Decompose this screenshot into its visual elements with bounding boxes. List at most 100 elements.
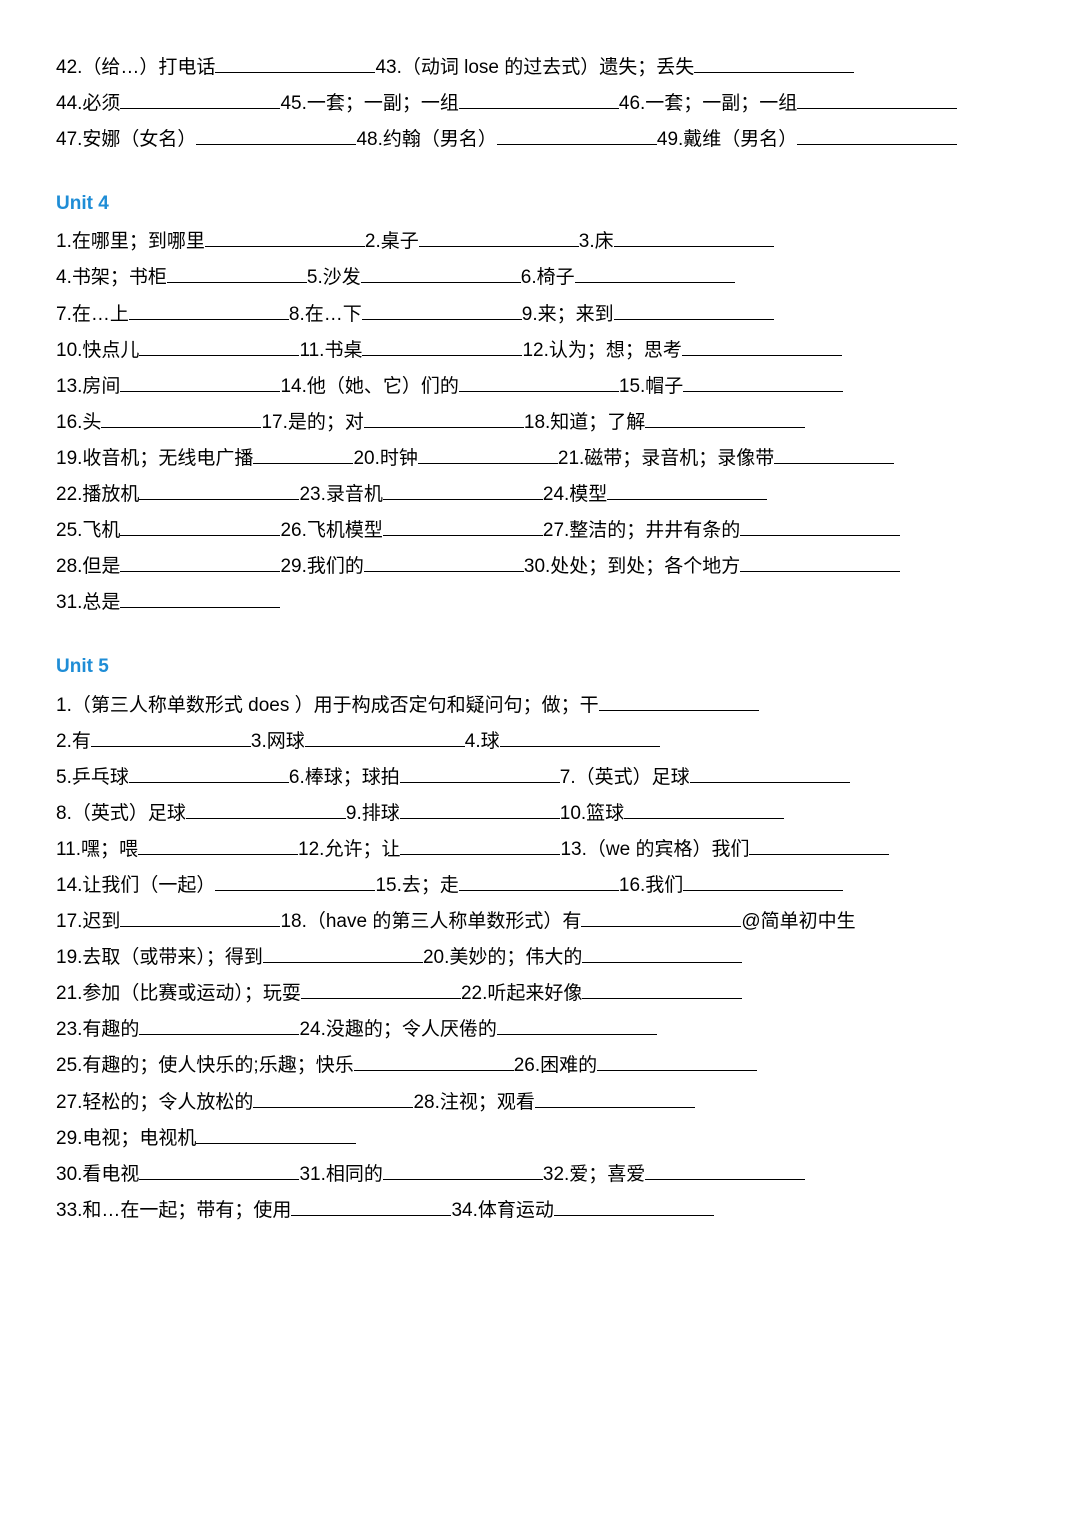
answer-blank[interactable] <box>690 761 850 783</box>
answer-blank[interactable] <box>167 262 307 284</box>
answer-blank[interactable] <box>614 225 774 247</box>
answer-blank[interactable] <box>364 406 524 428</box>
answer-blank[interactable] <box>215 51 375 73</box>
answer-blank[interactable] <box>196 123 356 145</box>
answer-blank[interactable] <box>400 797 560 819</box>
answer-blank[interactable] <box>129 761 289 783</box>
vocab-item: 4.书架；书柜 <box>56 267 307 288</box>
answer-blank[interactable] <box>120 586 280 608</box>
answer-blank[interactable] <box>497 123 657 145</box>
answer-blank[interactable] <box>614 298 774 320</box>
answer-blank[interactable] <box>129 298 289 320</box>
answer-blank[interactable] <box>683 869 843 891</box>
answer-blank[interactable] <box>361 262 521 284</box>
answer-blank[interactable] <box>263 941 423 963</box>
item-number: 48. <box>356 129 382 150</box>
answer-blank[interactable] <box>91 725 251 747</box>
answer-blank[interactable] <box>186 797 346 819</box>
answer-blank[interactable] <box>797 123 957 145</box>
item-text: 模型 <box>569 484 607 505</box>
answer-blank[interactable] <box>459 370 619 392</box>
answer-blank[interactable] <box>291 1194 451 1216</box>
answer-blank[interactable] <box>683 370 843 392</box>
answer-blank[interactable] <box>120 514 280 536</box>
answer-blank[interactable] <box>645 1158 805 1180</box>
answer-blank[interactable] <box>120 370 280 392</box>
answer-blank[interactable] <box>362 334 522 356</box>
answer-blank[interactable] <box>597 1050 757 1072</box>
answer-blank[interactable] <box>354 1050 514 1072</box>
answer-blank[interactable] <box>624 797 784 819</box>
answer-blank[interactable] <box>301 977 461 999</box>
answer-blank[interactable] <box>797 87 957 109</box>
answer-blank[interactable] <box>694 51 854 73</box>
answer-blank[interactable] <box>459 869 619 891</box>
vocab-row: 28.但是29.我们的30.处处；到处；各个地方 <box>56 549 1024 585</box>
item-number: 6. <box>289 767 305 788</box>
item-number: 46. <box>619 93 645 114</box>
vocab-item: 16.头 <box>56 412 261 433</box>
vocab-item: 14.他（她、它）们的 <box>280 376 618 397</box>
vocab-item: 28.注视；观看 <box>413 1092 694 1113</box>
answer-blank[interactable] <box>682 334 842 356</box>
item-number: 27. <box>56 1092 82 1113</box>
answer-blank[interactable] <box>120 905 280 927</box>
answer-blank[interactable] <box>196 1122 356 1144</box>
answer-blank[interactable] <box>139 1158 299 1180</box>
item-number: 24. <box>543 484 569 505</box>
vocab-item: 30.处处；到处；各个地方 <box>524 556 900 577</box>
answer-blank[interactable] <box>774 442 894 464</box>
answer-blank[interactable] <box>383 514 543 536</box>
answer-blank[interactable] <box>139 1013 299 1035</box>
answer-blank[interactable] <box>459 87 619 109</box>
item-number: 29. <box>280 556 306 577</box>
answer-blank[interactable] <box>599 689 759 711</box>
answer-blank[interactable] <box>740 514 900 536</box>
answer-blank[interactable] <box>215 869 375 891</box>
item-text: 处处；到处；各个地方 <box>550 556 740 577</box>
answer-blank[interactable] <box>139 334 299 356</box>
item-text: （we 的宾格）我们 <box>587 839 750 860</box>
answer-blank[interactable] <box>582 977 742 999</box>
answer-blank[interactable] <box>749 833 889 855</box>
vocab-row: 30.看电视31.相同的32.爱；喜爱 <box>56 1157 1024 1193</box>
answer-blank[interactable] <box>305 725 465 747</box>
vocab-item: 23.录音机 <box>299 484 542 505</box>
answer-blank[interactable] <box>575 262 735 284</box>
answer-blank[interactable] <box>138 833 298 855</box>
answer-blank[interactable] <box>582 941 742 963</box>
vocab-item: 47.安娜（女名） <box>56 129 356 150</box>
answer-blank[interactable] <box>554 1194 714 1216</box>
answer-blank[interactable] <box>645 406 805 428</box>
item-number: 2. <box>56 731 72 752</box>
answer-blank[interactable] <box>418 442 558 464</box>
item-text: 困难的 <box>540 1055 597 1076</box>
answer-blank[interactable] <box>364 550 524 572</box>
vocab-item: 25.有趣的；使人快乐的;乐趣；快乐 <box>56 1055 514 1076</box>
item-text: 爱；喜爱 <box>569 1164 645 1185</box>
answer-blank[interactable] <box>253 442 353 464</box>
answer-blank[interactable] <box>581 905 741 927</box>
answer-blank[interactable] <box>400 833 560 855</box>
answer-blank[interactable] <box>120 87 280 109</box>
item-number: 1. <box>56 695 72 716</box>
answer-blank[interactable] <box>419 225 579 247</box>
answer-blank[interactable] <box>139 478 299 500</box>
answer-blank[interactable] <box>383 478 543 500</box>
item-text: 看电视 <box>82 1164 139 1185</box>
answer-blank[interactable] <box>740 550 900 572</box>
answer-blank[interactable] <box>500 725 660 747</box>
answer-blank[interactable] <box>535 1086 695 1108</box>
answer-blank[interactable] <box>497 1013 657 1035</box>
answer-blank[interactable] <box>383 1158 543 1180</box>
item-text: 篮球 <box>586 803 624 824</box>
answer-blank[interactable] <box>400 761 560 783</box>
answer-blank[interactable] <box>120 550 280 572</box>
answer-blank[interactable] <box>607 478 767 500</box>
answer-blank[interactable] <box>205 225 365 247</box>
answer-blank[interactable] <box>362 298 522 320</box>
answer-blank[interactable] <box>101 406 261 428</box>
item-number: 30. <box>524 556 550 577</box>
answer-blank[interactable] <box>253 1086 413 1108</box>
vocab-item: 22.播放机 <box>56 484 299 505</box>
